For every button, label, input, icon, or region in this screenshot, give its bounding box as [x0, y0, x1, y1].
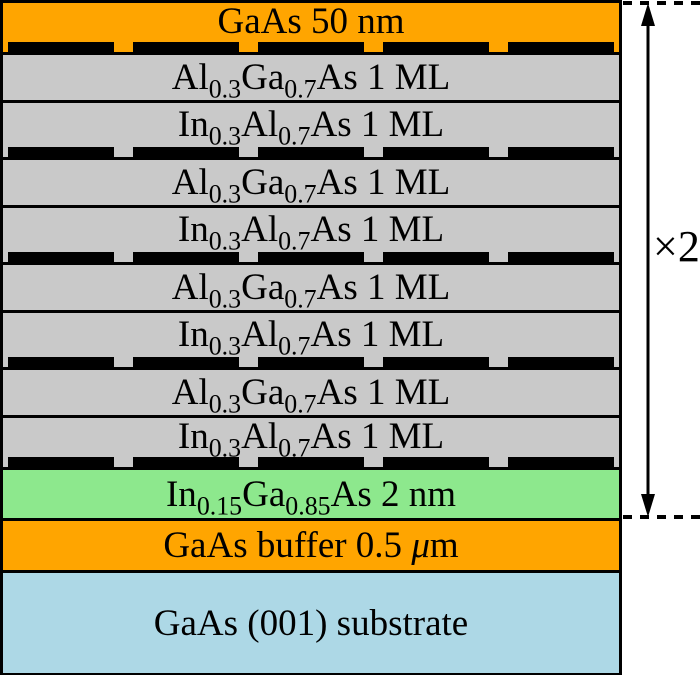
layer-label-inalas-ml-2: In0.3Al0.7As 1 ML — [177, 208, 445, 256]
layer-label-gaas-substrate: GaAs (001) substrate — [153, 602, 469, 644]
layer-label-inalas-ml-1: In0.3Al0.7As 1 ML — [177, 103, 445, 151]
layer-stack: GaAs 50 nm Al0.3Ga0.7As 1 ML In0.3Al0.7As … — [0, 0, 622, 675]
qd-dash — [508, 357, 614, 367]
layer-algaas-ml-1: Al0.3Ga0.7As 1 ML — [3, 52, 619, 104]
quantum-dot-row — [8, 457, 614, 467]
qd-dash — [508, 147, 614, 157]
qd-dash — [133, 42, 239, 52]
layer-label-inalas-ml-4: In0.3Al0.7As 1 ML — [177, 416, 445, 463]
qd-dash — [8, 42, 114, 52]
quantum-dot-row — [8, 357, 614, 367]
qd-dash — [8, 457, 114, 467]
quantum-dot-row — [8, 42, 614, 52]
qd-dash — [8, 357, 114, 367]
qd-dash — [133, 357, 239, 367]
qd-dash — [508, 457, 614, 467]
layer-label-ingaas-qw: In0.15Ga0.85As 2 nm — [165, 473, 456, 521]
layer-inalas-ml-2: In0.3Al0.7As 1 ML — [3, 205, 619, 262]
layer-label-algaas-ml-3: Al0.3Ga0.7As 1 ML — [171, 267, 451, 314]
qd-dash — [133, 252, 239, 262]
qd-dash — [383, 457, 489, 467]
layer-inalas-ml-1: In0.3Al0.7As 1 ML — [3, 100, 619, 157]
arrowhead-up-icon — [641, 3, 655, 26]
layer-algaas-ml-4: Al0.3Ga0.7As 1 ML — [3, 367, 619, 419]
qd-dash — [258, 457, 364, 467]
qd-dash — [133, 147, 239, 157]
qd-dash — [508, 252, 614, 262]
repeat-count-label: ×2 — [653, 222, 700, 271]
qd-dash — [133, 457, 239, 467]
qd-dash — [383, 252, 489, 262]
layer-label-algaas-ml-1: Al0.3Ga0.7As 1 ML — [171, 57, 451, 104]
qd-dash — [8, 252, 114, 262]
layer-gaas-buffer: GaAs buffer 0.5 μm — [3, 518, 619, 570]
qd-dash — [8, 147, 114, 157]
qd-dash — [508, 42, 614, 52]
layer-label-inalas-ml-3: In0.3Al0.7As 1 ML — [177, 313, 445, 361]
qd-dash — [383, 357, 489, 367]
qd-dash — [258, 42, 364, 52]
qd-dash — [258, 147, 364, 157]
qd-dash — [258, 252, 364, 262]
layer-inalas-ml-3: In0.3Al0.7As 1 ML — [3, 310, 619, 367]
layer-label-algaas-ml-4: Al0.3Ga0.7As 1 ML — [171, 372, 451, 419]
layer-label-algaas-ml-2: Al0.3Ga0.7As 1 ML — [171, 162, 451, 209]
layer-gaas-substrate: GaAs (001) substrate — [3, 570, 619, 673]
quantum-dot-row — [8, 147, 614, 157]
layer-algaas-ml-2: Al0.3Ga0.7As 1 ML — [3, 157, 619, 209]
layer-ingaas-qw: In0.15Ga0.85As 2 nm — [3, 467, 619, 518]
layer-inalas-ml-4: In0.3Al0.7As 1 ML — [3, 415, 619, 467]
qd-dash — [258, 357, 364, 367]
layer-gaas-cap: GaAs 50 nm — [3, 3, 619, 52]
layer-label-gaas-cap: GaAs 50 nm — [217, 1, 405, 42]
arrowhead-down-icon — [641, 494, 655, 517]
qd-dash — [383, 42, 489, 52]
layer-label-gaas-buffer: GaAs buffer 0.5 μm — [163, 525, 459, 566]
quantum-dot-row — [8, 252, 614, 262]
layer-algaas-ml-3: Al0.3Ga0.7As 1 ML — [3, 262, 619, 314]
qd-dash — [383, 147, 489, 157]
